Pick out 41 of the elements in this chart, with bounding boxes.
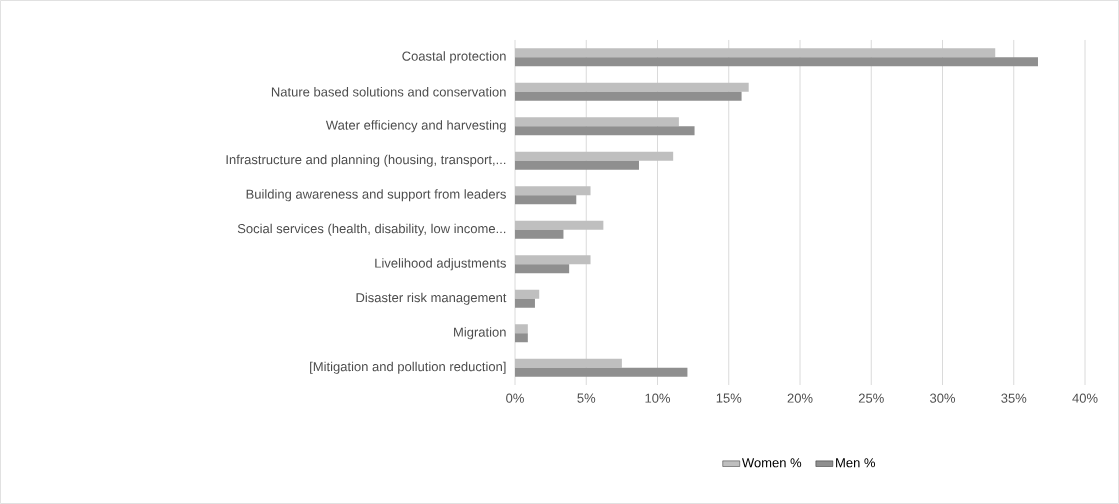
y-tick-label: Building awareness and support from leaders [246, 189, 506, 202]
x-tick-label: 20% [787, 393, 813, 403]
x-tick-label: 25% [858, 393, 884, 403]
bar [515, 255, 591, 265]
bar [515, 57, 1038, 67]
bar [515, 195, 577, 205]
bar [515, 151, 674, 161]
bar [515, 298, 535, 308]
x-tick-label: 30% [930, 393, 956, 403]
x-tick-label: 40% [1072, 393, 1098, 403]
x-tick-label: 10% [645, 393, 671, 403]
x-tick-label: 35% [1001, 393, 1027, 403]
bar [515, 48, 996, 58]
legend-label: Women % [741, 458, 802, 468]
y-tick-label: Social services (health, disability, low income... [237, 223, 506, 236]
legend-label: Men % [836, 458, 876, 468]
y-tick-label: Water efficiency and harvesting [325, 120, 506, 133]
x-tick-label: 15% [716, 393, 742, 403]
y-tick-label: Coastal protection [402, 51, 506, 64]
bar [515, 367, 688, 377]
bar [515, 333, 528, 343]
y-tick-label: Livelihood adjustments [375, 258, 506, 271]
bar [515, 82, 749, 92]
bar [515, 186, 591, 196]
y-tick-label: Disaster risk management [356, 292, 507, 305]
x-tick-label: 5% [577, 393, 596, 403]
bar [515, 229, 564, 239]
y-tick-label: Nature based solutions and conservation [271, 86, 506, 97]
bar [515, 117, 679, 127]
x-tick-label: 0% [506, 393, 524, 403]
bar [515, 324, 528, 334]
bar [515, 160, 639, 170]
bar [515, 91, 742, 101]
y-tick-label: Infrastructure and planning (housing, transport,... [226, 154, 506, 167]
bar [515, 220, 604, 230]
bar [515, 358, 622, 368]
bar [515, 289, 540, 299]
y-tick-label: [Mitigation and pollution reduction] [310, 361, 506, 374]
bar [515, 264, 570, 274]
bar [515, 126, 695, 136]
y-tick-label: Migration [454, 327, 506, 340]
